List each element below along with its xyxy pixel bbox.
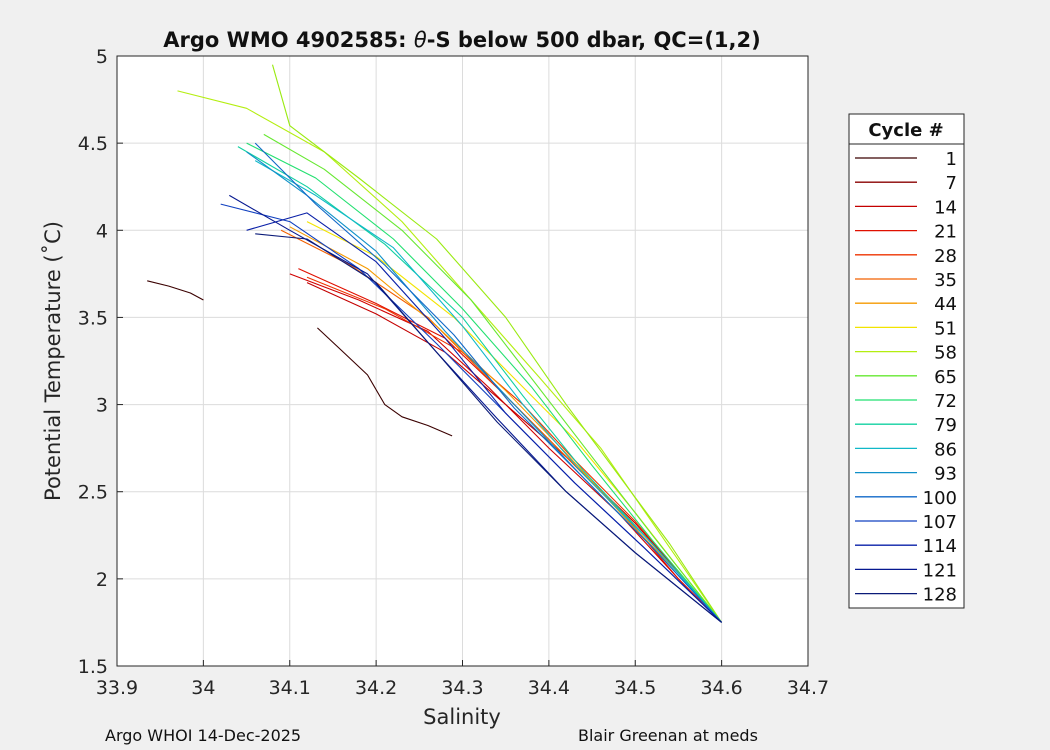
legend-title: Cycle # bbox=[868, 120, 943, 141]
x-tick-label: 34.5 bbox=[614, 677, 656, 699]
footer-left: Argo WHOI 14-Dec-2025 bbox=[105, 726, 301, 745]
x-tick-label: 34.6 bbox=[700, 677, 742, 699]
legend-box bbox=[848, 113, 965, 609]
legend-label: 128 bbox=[923, 585, 957, 606]
x-tick-label: 34.1 bbox=[269, 677, 311, 699]
x-tick-label: 34 bbox=[191, 677, 215, 699]
series-lines bbox=[147, 64, 723, 623]
y-tick-label: 4.5 bbox=[78, 133, 108, 155]
y-ticks: 1.5 2 2.5 3 3.5 4 4.5 5 bbox=[78, 46, 123, 678]
x-tick-label: 34.2 bbox=[355, 677, 397, 699]
legend-label: 93 bbox=[934, 464, 957, 485]
series-line-green-3 bbox=[263, 133, 723, 623]
legend-label: 79 bbox=[934, 415, 957, 436]
y-tick-label: 3.5 bbox=[78, 307, 108, 329]
x-axis-label: Salinity bbox=[423, 705, 501, 729]
y-tick-label: 3 bbox=[96, 395, 108, 417]
legend-label: 107 bbox=[923, 512, 957, 533]
series-line-cyan-2 bbox=[254, 160, 723, 623]
legend: Cycle # 1 7 14 21 28 35 44 51 58 65 72 79 86 93 100 107… bbox=[848, 113, 965, 609]
legend-label: 121 bbox=[923, 560, 957, 581]
legend-label: 7 bbox=[946, 173, 957, 194]
legend-label: 114 bbox=[923, 536, 957, 557]
footer-right: Blair Greenan at meds bbox=[578, 726, 758, 745]
x-tick-label: 33.9 bbox=[96, 677, 138, 699]
y-tick-label: 1.5 bbox=[78, 656, 108, 678]
x-tick-label: 34.4 bbox=[528, 677, 570, 699]
series-line-blue-4 bbox=[246, 212, 722, 623]
y-tick-label: 2.5 bbox=[78, 482, 108, 504]
series-line-blue-2 bbox=[254, 142, 723, 623]
y-tick-label: 5 bbox=[96, 46, 108, 68]
x-tick-label: 34.7 bbox=[787, 677, 829, 699]
series-line-green-4 bbox=[246, 142, 723, 623]
chart-title: Argo WMO 4902585: θ-S below 500 dbar, QC… bbox=[163, 28, 760, 52]
x-tick-label: 34.3 bbox=[441, 677, 483, 699]
legend-label: 51 bbox=[934, 318, 957, 339]
legend-label: 28 bbox=[934, 246, 957, 267]
legend-label: 35 bbox=[934, 270, 957, 291]
series-line-1a bbox=[147, 280, 204, 301]
y-tick-label: 4 bbox=[96, 220, 108, 242]
legend-label: 1 bbox=[946, 149, 957, 170]
legend-label: 72 bbox=[934, 391, 957, 412]
series-line-1b bbox=[317, 327, 453, 437]
legend-label: 100 bbox=[923, 488, 957, 509]
legend-label: 58 bbox=[934, 343, 957, 364]
legend-label: 65 bbox=[934, 367, 957, 388]
y-axis-label: Potential Temperature (˚C) bbox=[41, 221, 65, 501]
legend-label: 14 bbox=[934, 197, 957, 218]
legend-label: 86 bbox=[934, 439, 957, 460]
legend-entries: 1 7 14 21 28 35 44 51 58 65 72 79 86 93 100 107 114 121 12… bbox=[855, 149, 957, 606]
legend-label: 21 bbox=[934, 222, 957, 243]
series-line-navy-2 bbox=[255, 233, 722, 623]
y-tick-label: 2 bbox=[96, 569, 108, 591]
series-line-green-2 bbox=[271, 64, 723, 623]
legend-label: 44 bbox=[934, 294, 957, 315]
x-ticks: 33.9 34 34.1 34.2 34.3 34.4 34.5 34.6 34.7 bbox=[96, 660, 829, 699]
